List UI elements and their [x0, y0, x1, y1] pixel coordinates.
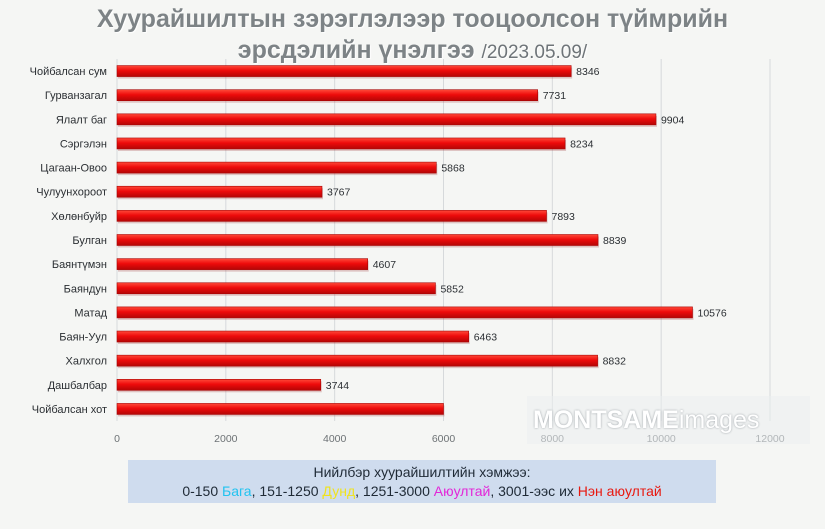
category-label: Чойбалсан сум [30, 66, 107, 78]
bar [116, 65, 572, 77]
legend-class-dangerous: Аюултай [433, 483, 491, 499]
category-label: Дашбалбар [48, 380, 107, 392]
chart-date: /2023.05.09/ [481, 42, 588, 63]
data-label: 3744 [326, 380, 350, 392]
data-label: 7731 [543, 90, 567, 102]
legend-range-2: , 151-1250 [251, 483, 323, 499]
x-tick-label: 4000 [323, 433, 347, 445]
legend-class-very-dangerous: Нэн аюултай [577, 483, 662, 499]
bar [116, 306, 693, 319]
watermark: MONTSAMEimages [527, 396, 810, 444]
bar [116, 354, 598, 367]
category-label: Булган [72, 235, 107, 247]
category-label: Баяндун [64, 283, 107, 295]
category-label: Матад [74, 307, 107, 319]
bar [116, 234, 599, 246]
category-labels: Чойбалсан сум Гурванзагал Ялалт баг Сэргэлэ… [30, 66, 108, 416]
data-label: 10576 [698, 307, 727, 319]
bar [116, 258, 368, 270]
data-label: 9904 [661, 114, 685, 126]
bar [116, 282, 436, 295]
data-label: 5868 [441, 163, 465, 175]
x-tick-label: 0 [114, 433, 120, 445]
bars [116, 65, 694, 417]
bar [116, 210, 547, 222]
x-tick-label: 6000 [432, 433, 456, 445]
legend-class-medium: Дунд [322, 483, 356, 499]
legend-title: Нийлбэр хуурайшилтийн хэмжээ: [313, 464, 531, 480]
category-label: Гурванзагал [45, 90, 107, 102]
bar [116, 161, 437, 174]
legend-range-4: , 3001-ээс их [490, 483, 578, 499]
data-label: 8234 [570, 138, 594, 150]
data-label: 7893 [552, 211, 576, 223]
chart-title-text: эрсдэлийн үнэлгээ [237, 36, 475, 64]
data-label: 4607 [373, 259, 397, 271]
data-label: 5852 [440, 283, 464, 295]
bar [116, 89, 538, 101]
category-label: Халхгол [66, 356, 107, 368]
bar [116, 378, 322, 391]
category-label: Хөлөнбуйр [51, 211, 107, 223]
category-label: Баянтүмэн [52, 259, 107, 271]
category-label: Чулуунхороот [36, 187, 107, 199]
category-label: Баян-Уул [59, 332, 107, 344]
chart-title-line1: Хуурайшилтын зэрэглэлээр тооцоолсон түйм… [96, 5, 729, 33]
category-label: Чойбалсан хот [32, 404, 107, 416]
data-label: 3767 [327, 187, 351, 199]
chart-title: Хуурайшилтын зэрэглэлээр тооцоолсон түйм… [0, 4, 825, 68]
watermark-brand: MONTSAME [533, 406, 679, 434]
bar [116, 137, 566, 150]
bar [116, 185, 323, 198]
data-label: 6463 [474, 332, 498, 344]
chart-title-line2: эрсдэлийн үнэлгээ /2023.05.09/ [0, 35, 825, 68]
data-label: 8839 [603, 235, 627, 247]
bar [116, 113, 657, 126]
legend-range-3: , 1251-3000 [355, 483, 434, 499]
data-labels: 8346 7731 9904 8234 5868 3767 7893 8839 4607 5852… [326, 66, 727, 392]
category-label: Цагаан-Овоо [40, 163, 107, 175]
x-tick-label: 2000 [214, 433, 238, 445]
bar [116, 403, 444, 415]
data-label: 8832 [603, 356, 627, 368]
bar [116, 330, 469, 343]
legend-range-1: 0-150 [182, 483, 223, 499]
data-label: 8346 [576, 66, 600, 78]
legend-scale: 0-150 Бага, 151-1250 Дунд, 1251-3000 Аюу… [128, 482, 716, 501]
category-label: Сэргэлэн [60, 138, 107, 150]
legend-class-low: Бага [222, 483, 252, 499]
category-label: Ялалт баг [56, 114, 107, 126]
watermark-suffix: images [678, 406, 760, 434]
risk-legend: Нийлбэр хуурайшилтийн хэмжээ: 0-150 Бага… [128, 460, 716, 503]
